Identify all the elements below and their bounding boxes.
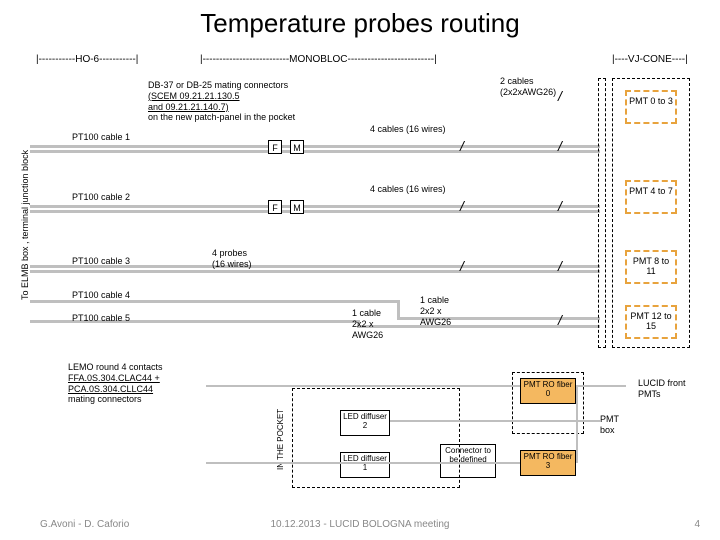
slash-2: / <box>558 138 562 154</box>
cable-awg-2: 1 cable 2x2 x AWG26 <box>420 295 460 327</box>
section-vjcone: |----VJ-CONE----| <box>612 54 688 65</box>
slash-4: / <box>558 198 562 214</box>
cable-line-3b <box>30 270 600 273</box>
pocket-label: IN THE POCKET <box>276 409 285 470</box>
led-diffuser-2: LED diffuser 2 <box>340 410 390 436</box>
slash-5: / <box>460 258 464 274</box>
cable2-label: PT100 cable 2 <box>72 192 130 202</box>
section-ho6: |-----------HO-6-----------| <box>36 54 138 65</box>
h-branch-2 <box>357 325 600 328</box>
led-diffuser-1: LED diffuser 1 <box>340 452 390 478</box>
slash-3: / <box>460 198 464 214</box>
cable-line-2 <box>30 205 600 208</box>
cable-line-1 <box>30 145 600 148</box>
pmt-box-label: PMT box <box>600 414 630 436</box>
fm-f-2: F <box>268 200 282 214</box>
lucid-label: LUCID front PMTs <box>638 378 688 400</box>
pmt-ro-fiber-3: PMT RO fiber 3 <box>520 450 576 476</box>
fm-m-2: M <box>290 200 304 214</box>
cable-line-1b <box>30 150 600 153</box>
wires-1: 4 cables (16 wires) <box>370 124 446 135</box>
cable5-label: PT100 cable 5 <box>72 313 130 323</box>
fm-m-1: M <box>290 140 304 154</box>
lemo-note: LEMO round 4 contacts FFA.0S.304.CLAC44 … <box>68 362 208 405</box>
lower-v-1 <box>576 385 578 463</box>
connector-box: Connector to be defined <box>440 444 496 478</box>
slash-6: / <box>558 258 562 274</box>
slash-7: / <box>558 312 562 328</box>
section-monobloc: |--------------------------MONOBLOC-----… <box>200 54 437 65</box>
cable-line-2b <box>30 210 600 213</box>
elmb-label: To ELMB box , terminal junction block <box>20 150 30 300</box>
vj-region <box>612 78 690 348</box>
cable-awg-1: 1 cable 2x2 x AWG26 <box>352 308 392 340</box>
footer-page: 4 <box>694 519 700 530</box>
cable4-label: PT100 cable 4 <box>72 290 130 300</box>
slash-1: / <box>460 138 464 154</box>
slash-8: / <box>558 88 562 104</box>
fiber-group <box>512 372 584 434</box>
probes-label: 4 probes (16 wires) <box>212 248 262 270</box>
wires-2: 4 cables (16 wires) <box>370 184 446 195</box>
cable1-label: PT100 cable 1 <box>72 132 130 142</box>
lower-line-3 <box>390 420 600 422</box>
footer-meeting: 10.12.2013 - LUCID BOLOGNA meeting <box>0 519 720 530</box>
lower-h-arrow <box>576 385 626 387</box>
cable-line-4 <box>30 300 400 303</box>
fm-f-1: F <box>268 140 282 154</box>
cable3-label: PT100 cable 3 <box>72 256 130 266</box>
lower-line-2 <box>206 462 520 464</box>
lower-line-1 <box>206 385 520 387</box>
vj-divider <box>598 78 606 348</box>
cables-note: 2 cables (2x2xAWG26) <box>500 76 580 98</box>
page-title: Temperature probes routing <box>0 8 720 39</box>
db-connector-note: DB-37 or DB-25 mating connectors (SCEM 0… <box>148 80 328 123</box>
